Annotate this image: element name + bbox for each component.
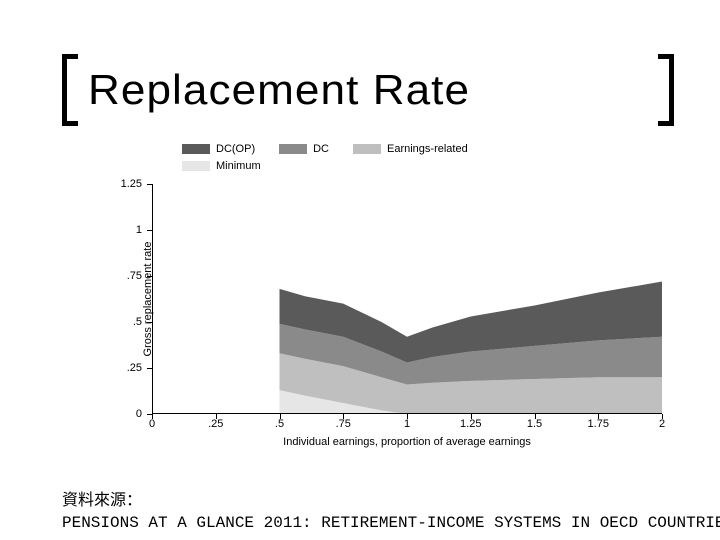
source-citation: PENSIONS AT A GLANCE 2011: RETIREMENT-IN…	[62, 514, 720, 532]
legend-item: DC(OP)	[182, 143, 255, 155]
legend-swatch	[353, 144, 381, 154]
x-tick-mark	[152, 414, 153, 419]
title-bracket-left	[62, 54, 78, 126]
slide-title: Replacement Rate	[88, 66, 470, 114]
y-tick-label: .5	[102, 316, 142, 328]
x-tick-label: 1.75	[588, 418, 609, 430]
y-tick-label: 1.25	[102, 178, 142, 190]
legend-label: DC	[313, 143, 329, 155]
chart-areas	[152, 184, 662, 414]
y-tick-label: 0	[102, 408, 142, 420]
x-tick-mark	[662, 414, 663, 419]
legend-label: DC(OP)	[216, 143, 255, 155]
x-axis-label: Individual earnings, proportion of avera…	[283, 436, 531, 448]
y-tick-label: .25	[102, 362, 142, 374]
legend-item: DC	[279, 143, 329, 155]
chart-legend: DC(OP) DC Earnings-related Minimum	[182, 140, 678, 174]
x-tick-label: 1	[404, 418, 410, 430]
title-bracket-right	[658, 54, 674, 126]
x-tick-mark	[407, 414, 408, 419]
x-tick-mark	[280, 414, 281, 419]
y-tick-mark	[147, 230, 152, 231]
x-tick-label: 0	[149, 418, 155, 430]
legend-item: Minimum	[182, 160, 261, 172]
legend-swatch	[182, 161, 210, 171]
y-tick-label: 1	[102, 224, 142, 236]
x-tick-label: .5	[275, 418, 284, 430]
y-tick-mark	[147, 322, 152, 323]
legend-label: Earnings-related	[387, 143, 468, 155]
x-tick-label: 1.25	[460, 418, 481, 430]
x-tick-mark	[535, 414, 536, 419]
y-tick-mark	[147, 184, 152, 185]
y-axis-label: Gross replacement rate	[142, 242, 154, 357]
y-tick-label: .75	[102, 270, 142, 282]
x-tick-label: .25	[208, 418, 223, 430]
x-tick-label: .75	[336, 418, 351, 430]
x-tick-mark	[343, 414, 344, 419]
slide-title-bar: Replacement Rate	[62, 54, 674, 126]
y-tick-mark	[147, 368, 152, 369]
source-label: 資料來源：	[62, 486, 142, 510]
chart-plot-area: Gross replacement rate Individual earnin…	[152, 184, 662, 414]
x-tick-label: 1.5	[527, 418, 542, 430]
legend-label: Minimum	[216, 160, 261, 172]
x-tick-mark	[216, 414, 217, 419]
legend-item: Earnings-related	[353, 143, 468, 155]
x-tick-mark	[598, 414, 599, 419]
legend-swatch	[279, 144, 307, 154]
legend-swatch	[182, 144, 210, 154]
x-tick-mark	[471, 414, 472, 419]
x-tick-label: 2	[659, 418, 665, 430]
replacement-rate-chart: DC(OP) DC Earnings-related Minimum Gross re…	[82, 140, 678, 460]
y-tick-mark	[147, 276, 152, 277]
